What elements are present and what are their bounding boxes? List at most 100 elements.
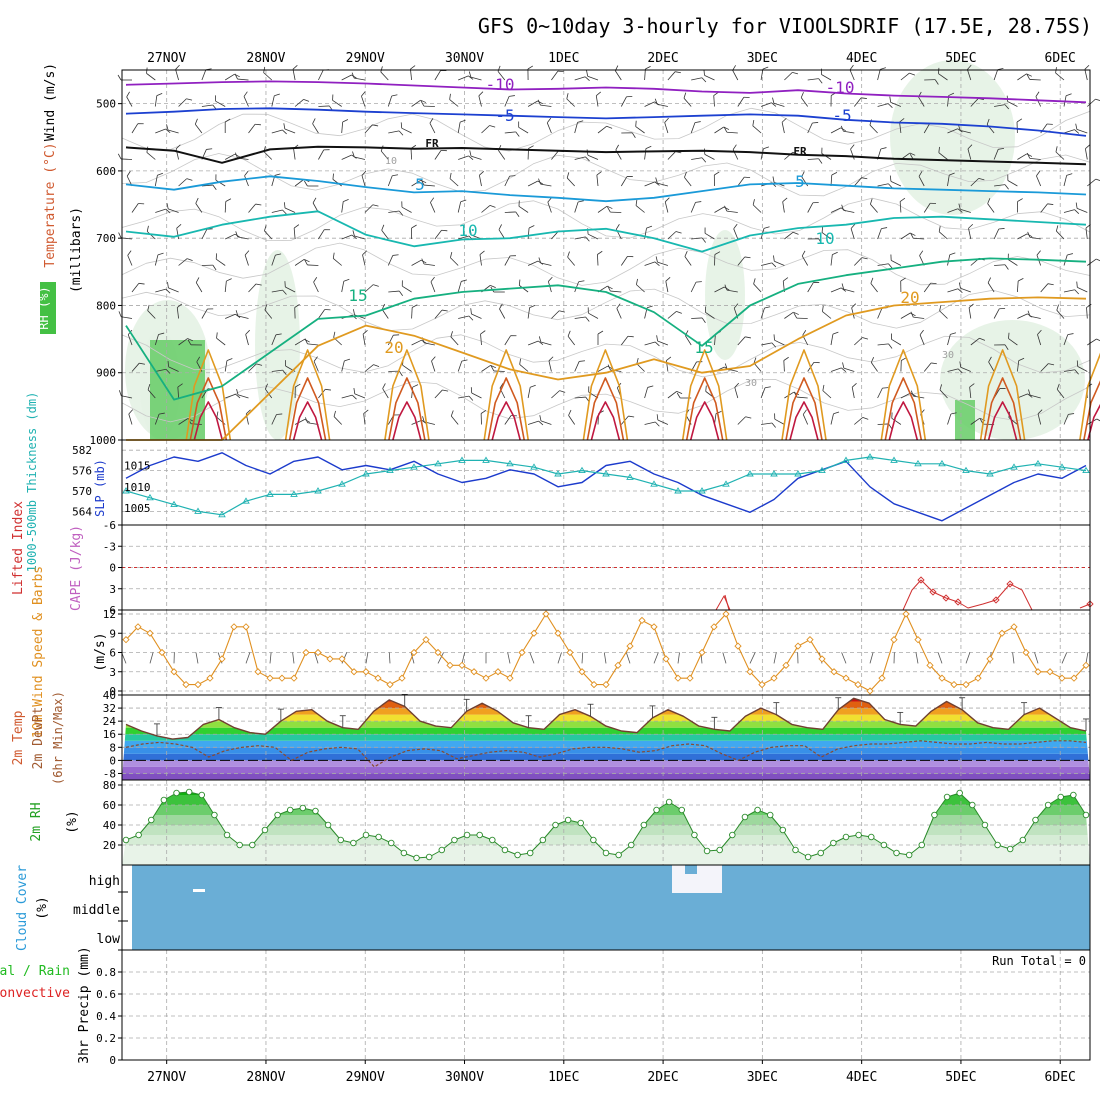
barb-flag — [880, 147, 887, 150]
isotherm-label--5-0: -5 — [495, 106, 514, 125]
cloud-level-middle: middle — [73, 903, 120, 918]
barb — [958, 124, 971, 134]
isotherm-label--10-1: -10 — [826, 78, 855, 97]
barb-shaft — [1037, 334, 1042, 346]
barb-shaft — [774, 260, 785, 266]
barb-flag — [255, 203, 262, 206]
isotherm-label-5-0: 5 — [415, 175, 425, 194]
barb-shaft — [900, 312, 911, 319]
barb-shaft — [178, 178, 188, 187]
barb-flag — [606, 125, 613, 129]
thickness-point-34 — [938, 459, 946, 467]
barb-shaft — [988, 361, 995, 372]
rh-label-30: 30 — [745, 378, 757, 389]
barb — [499, 303, 506, 319]
wind-speed-point-62 — [866, 687, 874, 695]
wind-speed-point-40 — [602, 680, 610, 689]
barb — [457, 119, 466, 134]
barb-flag — [607, 206, 611, 213]
barb — [947, 288, 963, 293]
barb-flag — [1096, 258, 1100, 262]
barb-shaft — [566, 177, 575, 187]
hot-contour-9-2 — [1087, 403, 1100, 441]
barb — [421, 258, 435, 266]
barb-flag — [1056, 304, 1059, 311]
barb-shaft — [614, 70, 622, 81]
barb — [783, 356, 789, 372]
barb-shaft — [830, 207, 842, 213]
barb-flag — [813, 361, 820, 364]
barb — [1028, 389, 1041, 399]
barb — [271, 289, 287, 295]
barb — [644, 66, 651, 81]
barb-shaft — [244, 254, 249, 266]
barb — [1063, 333, 1074, 346]
thickness-point-12 — [410, 463, 418, 470]
thickness-tick-2: 570 — [72, 485, 92, 498]
barb-flag — [499, 303, 503, 310]
wind-speed-point-59 — [830, 668, 838, 676]
barb-shaft — [527, 180, 539, 187]
hot-contour-3-1 — [487, 377, 525, 441]
barb-flag — [1027, 310, 1031, 317]
barb — [830, 331, 839, 346]
bottom-date-label-7: 4DEC — [846, 1070, 877, 1085]
barb — [761, 422, 776, 428]
barb-flag — [724, 205, 728, 212]
barb-flag — [559, 390, 566, 393]
barb — [690, 201, 702, 213]
isotherm-label-20-0: 20 — [384, 338, 403, 357]
thickness-point-3 — [194, 507, 202, 514]
barb-shaft — [263, 72, 273, 81]
barb — [760, 386, 771, 399]
barb — [1055, 225, 1065, 240]
barb-flag — [177, 303, 183, 308]
barb — [574, 316, 590, 322]
barb — [304, 180, 319, 187]
wind-speed-point-56 — [794, 642, 802, 650]
rh-point-7 — [211, 811, 218, 819]
barb-shaft — [1035, 96, 1042, 107]
bottom-date-label-5: 2DEC — [647, 1070, 678, 1085]
rh-point-42 — [653, 806, 660, 814]
barb-shaft — [127, 334, 133, 346]
rh2m-ytick-label-1: 60 — [103, 799, 116, 812]
rh-point-18 — [350, 839, 357, 847]
barb-flag — [793, 312, 798, 319]
barb — [381, 303, 389, 319]
barb — [854, 337, 869, 346]
barb-flag — [636, 278, 638, 285]
barb — [504, 255, 516, 266]
barb-flag — [176, 224, 182, 229]
barb-shaft — [877, 308, 883, 319]
upper-air-ytick-label-3: 800 — [96, 299, 116, 312]
barb-shaft — [363, 413, 366, 425]
barb-shaft — [850, 149, 855, 160]
barb-shaft — [381, 229, 389, 240]
barb-shaft — [479, 254, 482, 266]
barb — [166, 124, 179, 134]
barb — [1075, 123, 1088, 134]
barb — [1063, 253, 1073, 266]
barb-flag — [861, 177, 868, 180]
hot-contour-9-0 — [1079, 352, 1100, 441]
wind-speed-point-4 — [170, 668, 178, 676]
barb-shaft — [667, 391, 677, 399]
barb — [774, 413, 785, 425]
barb-flag — [888, 263, 893, 269]
barb — [802, 409, 809, 425]
barb-shaft — [388, 210, 400, 213]
thickness-point-16 — [506, 459, 514, 467]
barb-flag — [422, 416, 425, 422]
barb-flag — [147, 304, 150, 311]
barb — [567, 251, 576, 266]
barb-shaft — [853, 177, 862, 187]
thickness-point-14 — [458, 456, 466, 463]
barb-shaft — [364, 364, 374, 372]
barb — [621, 132, 636, 138]
barb — [614, 65, 622, 81]
ylabel-slp: SLP (mb) — [93, 459, 107, 517]
barb — [958, 282, 971, 293]
li-point-4 — [992, 596, 1000, 604]
barb — [458, 75, 474, 81]
